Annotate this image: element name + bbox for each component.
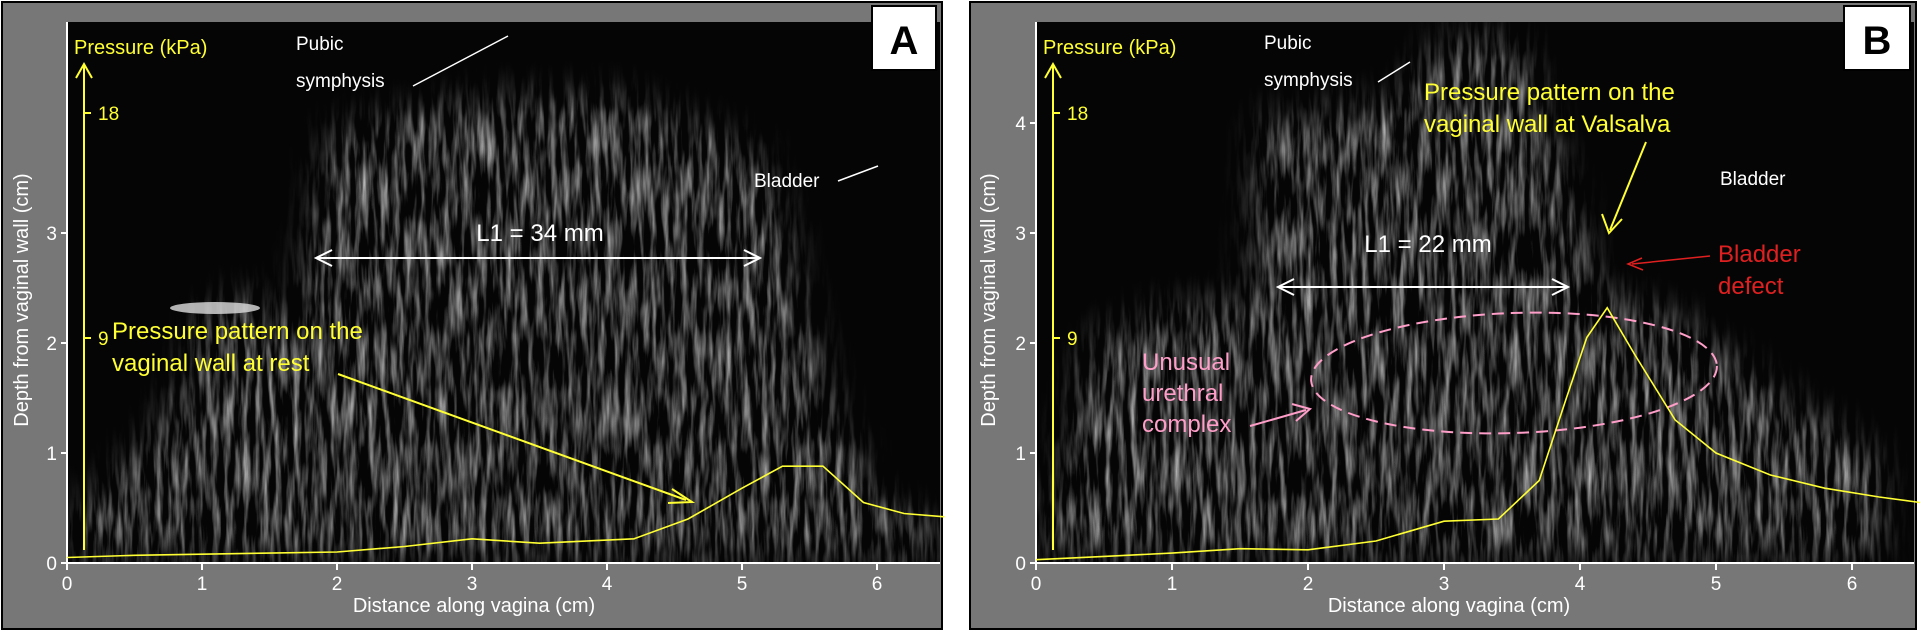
panel-b-urethral-ellipse bbox=[1310, 311, 1718, 435]
panel-a-letter: A bbox=[890, 19, 919, 63]
panel-b-symphysis-label: symphysis bbox=[1264, 70, 1353, 91]
panel-b-y-tick-label: 1 bbox=[1015, 444, 1026, 465]
panel-a-x-axis-label: Distance along vagina (cm) bbox=[353, 595, 595, 617]
panel-b-x-tick-label: 3 bbox=[1439, 574, 1450, 595]
panel-a-x-ticks: 0 1 2 3 4 5 6 bbox=[62, 563, 883, 595]
panel-b-y-ticks: 0 1 2 3 4 bbox=[1015, 114, 1036, 575]
panel-a-x-tick-label: 6 bbox=[872, 574, 883, 595]
panel-a-x-tick-label: 1 bbox=[197, 574, 208, 595]
panel-a-y-tick-label: 0 bbox=[46, 554, 57, 575]
panel-b-letter: B bbox=[1863, 19, 1892, 63]
panel-a-pressure-tick-label: 9 bbox=[98, 329, 109, 350]
panel-a-pubic-pointer bbox=[412, 35, 509, 87]
panel-b-bladder-label: Bladder bbox=[1720, 169, 1786, 190]
panel-b-length-arrow-left bbox=[1275, 278, 1295, 296]
panel-b-y-tick-label: 4 bbox=[1015, 114, 1026, 135]
panel-a-y-tick-label: 1 bbox=[46, 444, 57, 465]
panel-a-y-axis-label: Depth from vaginal wall (cm) bbox=[11, 173, 33, 426]
panel-b-length-arrow-right bbox=[1551, 278, 1571, 296]
panel-b-letter-box bbox=[1843, 5, 1911, 71]
panel-b-pressure-axis-label: Pressure (kPa) bbox=[1043, 37, 1176, 59]
panel-b-pressure-pointer-head bbox=[1601, 213, 1623, 235]
panel-a-x-tick-label: 0 bbox=[62, 574, 73, 595]
panel-b-y-tick-label: 2 bbox=[1015, 334, 1026, 355]
panel-b-defect-pointer bbox=[1631, 255, 1711, 265]
panel-b-y-axis-label: Depth from vaginal wall (cm) bbox=[978, 173, 1000, 426]
panel-b-y-tick-label: 0 bbox=[1015, 554, 1026, 575]
panel-a-bright-streak bbox=[170, 302, 260, 314]
panel-b-x-tick-label: 5 bbox=[1711, 574, 1722, 595]
panel-b-x-tick-label: 2 bbox=[1303, 574, 1314, 595]
panel-b-tissue-texture bbox=[1036, 22, 1914, 563]
panel-a-length-arrow-right bbox=[743, 249, 763, 267]
panel-a-length-arrow-left bbox=[313, 249, 333, 267]
panel-a-pressure-axis-label: Pressure (kPa) bbox=[74, 37, 207, 59]
panel-b-defect-label-line2: defect bbox=[1718, 273, 1784, 300]
panel-a-pressure-axis-arrow bbox=[75, 61, 93, 79]
panel-b-pubic-pointer bbox=[1377, 61, 1411, 83]
panel-a-letter-box bbox=[871, 5, 937, 71]
panel-b-defect-pointer-head bbox=[1626, 257, 1644, 271]
panel-a-pubic-label: Pubic bbox=[296, 34, 344, 55]
panel-a-y-ticks: 0 1 2 3 bbox=[46, 224, 67, 575]
panel-a-length-label: L1 = 34 mm bbox=[476, 220, 603, 247]
panel-a-pressure-note-line1: Pressure pattern on the bbox=[112, 318, 363, 345]
panel-a-y-tick-label: 3 bbox=[46, 224, 57, 245]
panel-a-bladder-label: Bladder bbox=[754, 171, 820, 192]
panel-b-defect-label-line1: Bladder bbox=[1718, 241, 1801, 268]
panel-b-pressure-ticks: 91827 bbox=[1053, 104, 1088, 350]
panel-a-y-tick-label: 2 bbox=[46, 334, 57, 355]
panel-b-x-tick-label: 6 bbox=[1847, 574, 1858, 595]
panel-a-pressure-pointer bbox=[337, 373, 687, 501]
panel-a-pressure-pointer-head bbox=[667, 488, 696, 504]
panel-b-pubic-label: Pubic bbox=[1264, 33, 1312, 54]
panel-a-x-tick-label: 2 bbox=[332, 574, 343, 595]
panel-b-y-tick-label: 3 bbox=[1015, 224, 1026, 245]
panel-b-pressure-tick-label: 9 bbox=[1067, 329, 1078, 350]
panel-a-bladder-pointer bbox=[837, 165, 879, 182]
panel-a-pressure-note-line2: vaginal wall at rest bbox=[112, 350, 310, 377]
panel-b-urethral-pointer-head bbox=[1291, 403, 1313, 422]
panel-b-pressure-trace bbox=[1035, 306, 1920, 561]
panel-b-pressure-pointer bbox=[1609, 141, 1647, 231]
panel-b-x-ticks: 0 1 2 3 4 5 6 bbox=[1031, 563, 1858, 595]
panel-a-tissue-texture bbox=[67, 22, 940, 563]
panel-a-symphysis-label: symphysis bbox=[296, 71, 385, 92]
panel-b-pressure-axis-arrow bbox=[1044, 61, 1062, 79]
panel-b-pressure-note-line2: vaginal wall at Valsalva bbox=[1424, 111, 1671, 138]
panel-a-x-tick-label: 4 bbox=[602, 574, 613, 595]
panel-a-pressure-ticks: 91827 bbox=[84, 104, 119, 350]
panel-a-pressure-trace bbox=[66, 465, 945, 559]
panel-b-pressure-tick-label: 18 bbox=[1067, 104, 1088, 125]
panel-b-x-tick-label: 4 bbox=[1575, 574, 1586, 595]
panel-b-pressure-note-line1: Pressure pattern on the bbox=[1424, 79, 1675, 106]
panel-b: 0 1 2 3 4 5 6 0 1 2 3 4 Distance along vagina (cm)… bbox=[969, 1, 1920, 630]
panel-b-length-label: L1 = 22 mm bbox=[1364, 231, 1491, 258]
panel-a-x-tick-label: 5 bbox=[737, 574, 748, 595]
panel-b-urethral-label-line3: complex bbox=[1142, 411, 1231, 438]
panel-b-x-tick-label: 0 bbox=[1031, 574, 1042, 595]
panel-b-x-tick-label: 1 bbox=[1167, 574, 1178, 595]
panel-b-x-axis-label: Distance along vagina (cm) bbox=[1328, 595, 1570, 617]
panel-b-urethral-label-line1: Unusual bbox=[1142, 349, 1230, 376]
panel-b-urethral-label-line2: urethral bbox=[1142, 380, 1223, 407]
panel-a-x-tick-label: 3 bbox=[467, 574, 478, 595]
panel-b-urethral-pointer bbox=[1249, 409, 1307, 427]
panel-a-pressure-tick-label: 18 bbox=[98, 104, 119, 125]
